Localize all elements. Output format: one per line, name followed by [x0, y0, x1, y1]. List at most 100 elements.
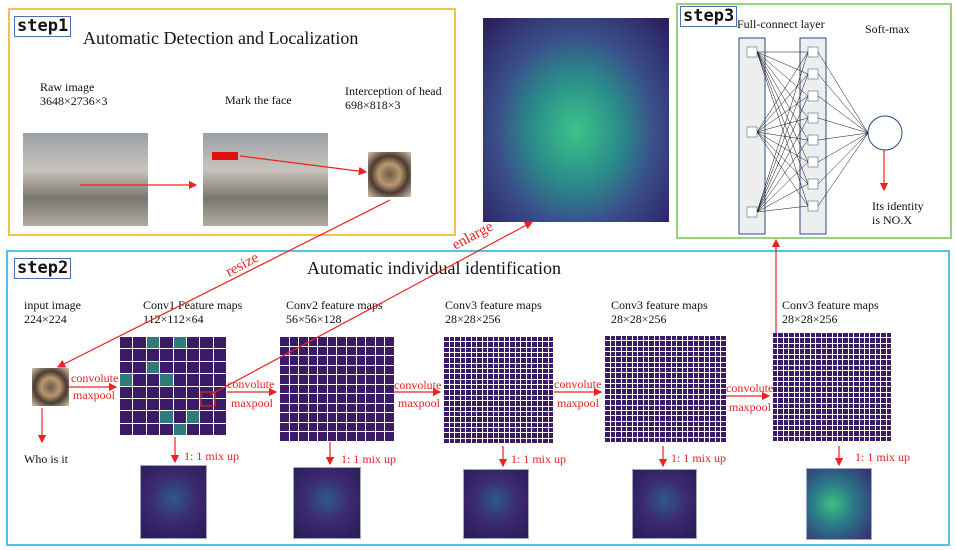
- maxpool-label-3: maxpool: [398, 396, 440, 410]
- feature-map-cell: [864, 392, 870, 398]
- maxpool-label-5: maxpool: [729, 400, 771, 414]
- feature-map-cell: [671, 384, 677, 389]
- feature-map-cell: [789, 409, 794, 414]
- feature-map-cell: [627, 357, 632, 362]
- feature-map-cell: [213, 398, 226, 411]
- fc-element: [756, 51, 809, 213]
- feature-map-cell: [632, 346, 638, 352]
- feature-map-cell: [837, 387, 843, 392]
- feature-map-cell: [859, 382, 864, 387]
- feature-map-cell: [289, 384, 299, 394]
- feature-map-cell: [677, 421, 682, 426]
- feature-map-cell: [521, 390, 526, 395]
- feature-map-cell: [532, 385, 537, 390]
- layer5-label: Conv3 feature maps: [782, 298, 879, 312]
- fc-element: [756, 131, 809, 207]
- feature-map-cell: [466, 417, 471, 422]
- feature-map-cell: [832, 376, 837, 382]
- feature-map-cell: [616, 405, 621, 410]
- feature-map-cell: [649, 389, 654, 394]
- feature-map-cell: [778, 338, 783, 343]
- feature-map-cell: [859, 414, 864, 420]
- fc-element: [756, 117, 809, 133]
- feature-map-cell: [721, 421, 726, 426]
- feature-map-cell: [510, 438, 515, 443]
- feature-map-cell: [616, 368, 621, 373]
- feature-map-cell: [638, 336, 643, 341]
- feature-map-cell: [488, 390, 493, 395]
- feature-map-cell: [843, 360, 848, 365]
- feature-map-cell: [627, 405, 632, 410]
- feature-map-cell: [693, 410, 699, 416]
- feature-map-cell: [466, 422, 471, 427]
- feature-map-cell: [837, 371, 843, 376]
- feature-map-cell: [504, 417, 509, 422]
- feature-map-cell: [875, 425, 881, 431]
- feature-map-cell: [665, 373, 671, 378]
- feature-map-cell: [794, 354, 800, 360]
- feature-map-cell: [460, 369, 465, 374]
- feature-map-cell: [308, 384, 318, 394]
- feature-map-cell: [482, 347, 487, 353]
- feature-map-cell: [789, 376, 794, 382]
- feature-map-cell: [773, 338, 778, 343]
- feature-map-cell: [548, 401, 553, 406]
- feature-map-cell: [482, 406, 487, 411]
- feature-map-cell: [499, 417, 504, 422]
- feature-map-cell: [173, 398, 186, 411]
- feature-map-cell: [665, 394, 671, 400]
- feature-map-cell: [471, 411, 476, 417]
- feature-map-cell: [460, 342, 465, 347]
- feature-map-cell: [455, 427, 460, 433]
- feature-map-cell: [337, 365, 347, 375]
- feature-map-cell: [688, 405, 693, 410]
- feature-map-cell: [543, 337, 548, 342]
- feature-map-cell: [789, 354, 794, 360]
- feature-map-cell: [859, 343, 864, 349]
- feature-map-cell: [632, 378, 638, 384]
- feature-map-cell: [643, 410, 649, 416]
- feature-map-cell: [621, 432, 627, 437]
- feature-map-cell: [638, 405, 643, 410]
- feature-map-cell: [710, 378, 715, 384]
- feature-map-cell: [794, 365, 800, 371]
- feature-map-cell: [537, 342, 542, 347]
- feature-map-cell: [881, 354, 886, 360]
- fc-element: [817, 132, 869, 185]
- feature-map-cell: [537, 379, 542, 385]
- feature-map-cell: [308, 394, 318, 403]
- feature-map-cell: [870, 387, 875, 392]
- feature-map-cell: [493, 427, 498, 433]
- feature-map-cell: [699, 368, 704, 373]
- feature-map-cell: [616, 352, 621, 357]
- feature-map-cell: [460, 438, 465, 443]
- feature-map-cell: [832, 398, 837, 403]
- layer5-size: 28×28×256: [782, 312, 838, 326]
- feature-map-cell: [449, 342, 454, 347]
- feature-map-cell: [477, 422, 482, 427]
- feature-map-cell: [805, 349, 810, 354]
- feature-map-cell: [875, 360, 881, 365]
- feature-map-cell: [521, 347, 526, 353]
- feature-map-cell: [318, 403, 327, 413]
- feature-map-cell: [308, 356, 318, 365]
- feature-map-cell: [837, 376, 843, 382]
- feature-map-cell: [504, 427, 509, 433]
- feature-map-cell: [120, 361, 133, 374]
- feature-map-cell: [660, 373, 665, 378]
- feature-map-cell: [665, 400, 671, 405]
- feature-map-cell: [526, 395, 531, 401]
- feature-map-cell: [783, 333, 789, 338]
- feature-map-cell: [366, 337, 375, 346]
- feature-map-cell: [843, 392, 848, 398]
- feature-map-cell: [773, 349, 778, 354]
- feature-map-cell: [444, 369, 449, 374]
- feature-map-cell: [721, 384, 726, 389]
- feature-map-cell: [605, 416, 610, 421]
- feature-map-cell: [449, 390, 454, 395]
- feature-map-cell: [715, 378, 721, 384]
- feature-map-cell: [721, 357, 726, 362]
- mixup-map-3: [463, 469, 529, 539]
- feature-map-cell: [526, 358, 531, 363]
- feature-map-cell: [682, 426, 688, 432]
